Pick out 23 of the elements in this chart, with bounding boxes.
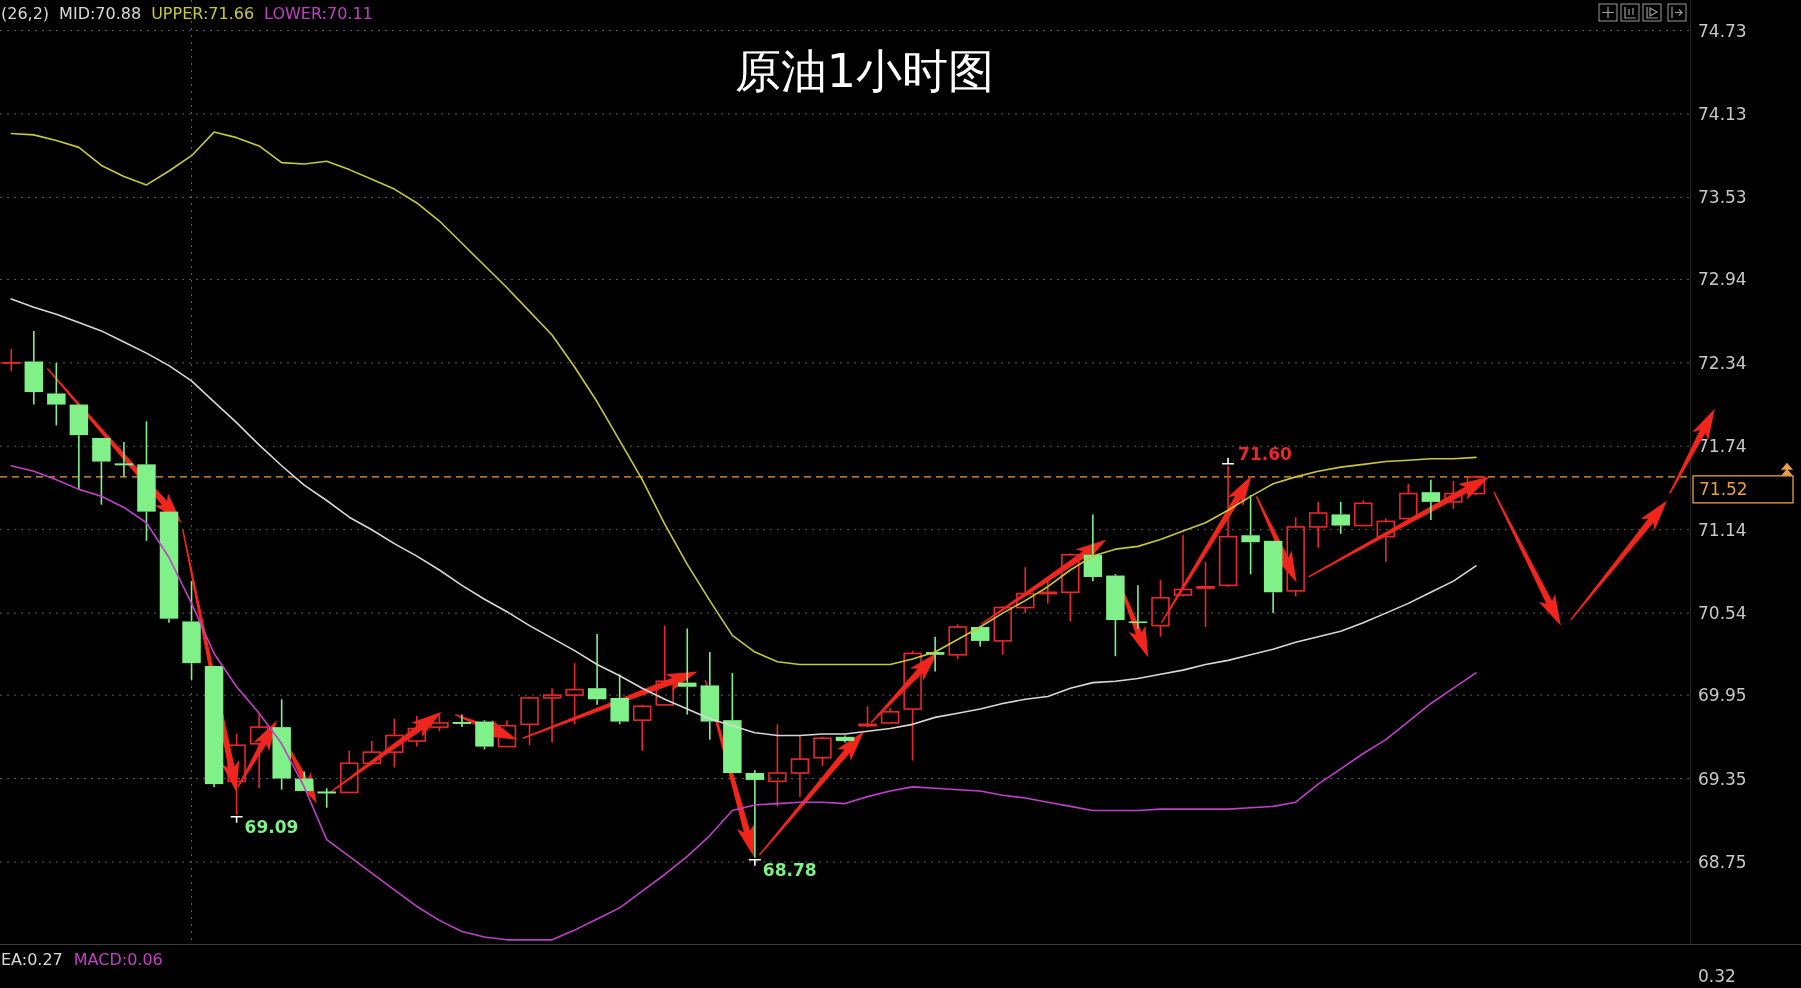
y-tick-label: 69.35 xyxy=(1698,768,1747,789)
y-tick-label: 73.53 xyxy=(1698,187,1747,208)
annotation: 69.09 xyxy=(244,816,299,837)
y-tick-label: 71.74 xyxy=(1698,436,1747,457)
annotation: 71.60 xyxy=(1238,443,1293,464)
y-tick-label: 71.14 xyxy=(1698,519,1747,540)
annotation: 0.32 xyxy=(1698,966,1736,986)
y-tick-label: 68.75 xyxy=(1698,851,1747,872)
y-tick-label: 72.34 xyxy=(1698,352,1747,373)
annotation: EA:0.27 xyxy=(1,949,63,969)
annotation: 69.09 xyxy=(229,815,299,837)
annotation: MACD:0.06 xyxy=(73,949,163,969)
text: 原油1小时图 xyxy=(734,44,995,98)
y-tick-label: 72.94 xyxy=(1698,269,1747,290)
y-tick-label: 74.13 xyxy=(1698,104,1747,124)
legend: (26,2) MID:70.88 UPPER:71.66 LOWER:70.11 xyxy=(1,3,373,23)
y-tick-label: 70.54 xyxy=(1698,603,1747,624)
ref-line-label: 71.52 xyxy=(1699,479,1748,500)
annotation: 71.60 xyxy=(1221,443,1292,465)
y-tick-label: 69.95 xyxy=(1698,685,1747,706)
annotation: 68.78 xyxy=(748,859,817,880)
annotation: 68.78 xyxy=(762,859,817,880)
y-tick-label: 74.73 xyxy=(1698,20,1747,41)
